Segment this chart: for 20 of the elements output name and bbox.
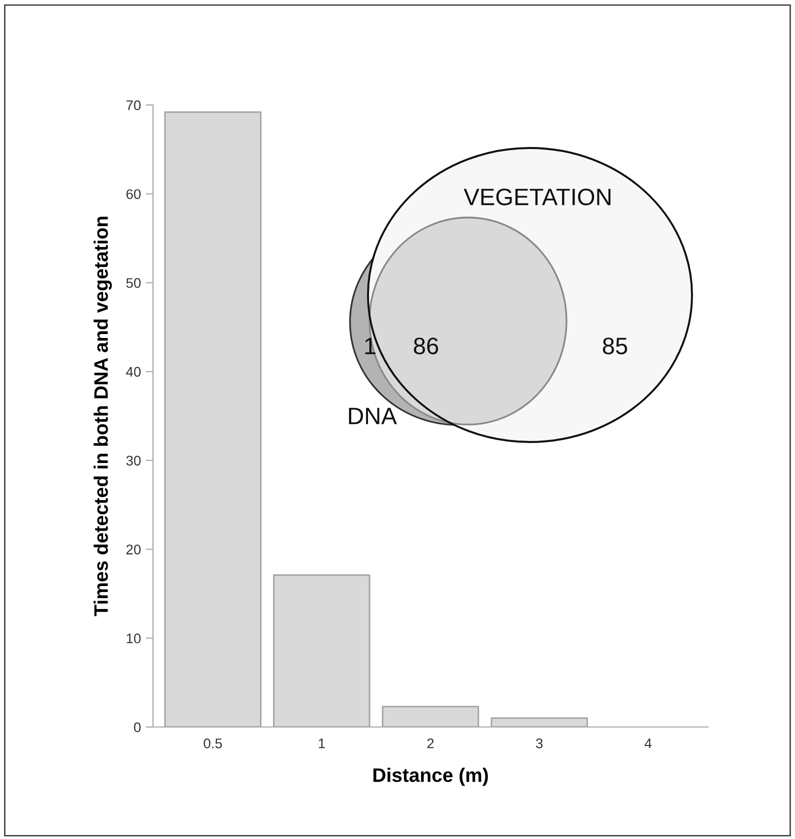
y-tick-label: 10 — [126, 633, 141, 644]
x-tick-label: 1 — [318, 738, 325, 748]
y-tick-label: 70 — [126, 100, 141, 110]
annotation: DNA — [349, 408, 397, 424]
x-tick-label: 4 — [644, 738, 652, 748]
data-label: 85 — [602, 338, 628, 354]
data-label: 1 — [365, 338, 376, 354]
x-tick-label: 0.5 — [204, 738, 222, 748]
y-tick-label: 60 — [126, 189, 141, 200]
x-tick-label: 3 — [536, 738, 543, 748]
y-tick-label: 40 — [126, 366, 141, 377]
data-label: 86 — [414, 338, 438, 354]
annotation: VEGETATION — [464, 188, 610, 206]
x-axis-title: Distance (m) — [373, 768, 488, 786]
y-axis-title: Times detected in both DNA and vegetation — [94, 216, 112, 616]
x-tick-label: 2 — [427, 738, 434, 748]
y-tick-label: 20 — [126, 544, 141, 554]
y-tick-label: 50 — [126, 278, 141, 288]
y-tick-label: 30 — [126, 456, 141, 466]
y-tick-label: 0 — [134, 722, 141, 732]
